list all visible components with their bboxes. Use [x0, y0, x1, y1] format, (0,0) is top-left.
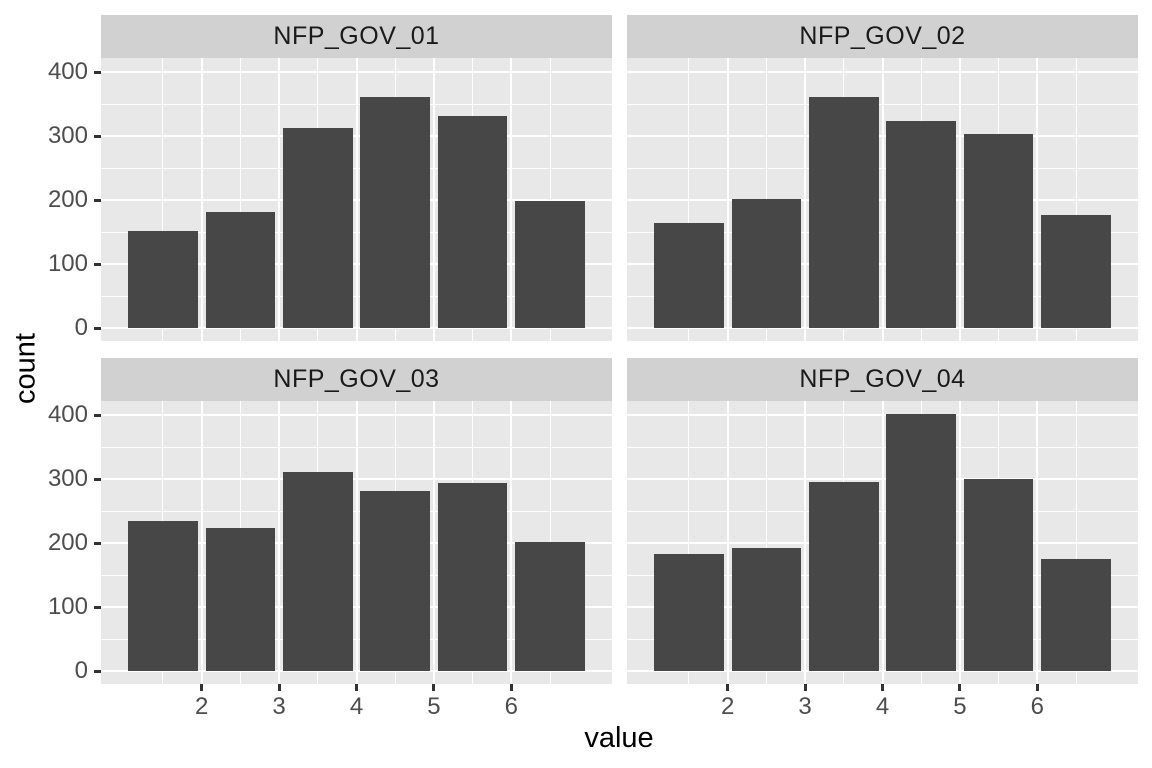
y-tick-label: 100 [47, 250, 88, 278]
y-tick-mark [94, 134, 101, 138]
x-tick-mark [726, 684, 730, 691]
y-tick-label: 400 [47, 58, 88, 86]
y-tick-label: 400 [47, 401, 88, 429]
major-gridline-vertical [200, 58, 203, 341]
facet-strip-label: NFP_GOV_04 [799, 365, 966, 393]
x-tick-mark [432, 684, 436, 691]
x-tick-label: 4 [349, 693, 364, 720]
major-gridline-vertical [278, 401, 281, 684]
major-gridline-vertical [355, 58, 358, 341]
histogram-bar [205, 528, 276, 672]
histogram-bar [515, 541, 585, 672]
facet-strip: NFP_GOV_03 [101, 358, 612, 401]
histogram-bar [515, 200, 585, 329]
histogram-bar [886, 413, 957, 672]
facet-panel [627, 401, 1138, 684]
histogram-bar [282, 472, 353, 672]
facet-strip: NFP_GOV_01 [101, 15, 612, 58]
x-tick-mark [355, 684, 358, 691]
y-tick-mark [94, 262, 101, 266]
major-gridline-vertical [804, 58, 807, 341]
histogram-bar [963, 134, 1034, 329]
x-tick-label: 4 [875, 693, 890, 720]
x-tick-label: 3 [272, 693, 286, 720]
x-tick-mark [200, 684, 204, 691]
y-tick-mark [94, 669, 101, 673]
major-gridline-vertical [804, 401, 807, 684]
histogram-bar [128, 231, 198, 329]
x-tick-label: 6 [1030, 693, 1045, 720]
x-tick-mark [277, 684, 281, 691]
major-gridline-vertical [726, 401, 729, 684]
x-axis-title: value [584, 722, 654, 754]
y-tick-mark [94, 198, 101, 202]
major-gridline-vertical [510, 58, 513, 341]
histogram-bar [654, 223, 724, 329]
major-gridline-vertical [355, 401, 358, 684]
x-tick-mark [1035, 684, 1039, 691]
facet-strip-label: NFP_GOV_01 [273, 22, 440, 50]
x-tick-label: 6 [504, 693, 519, 720]
facet-strip-label: NFP_GOV_03 [273, 365, 440, 393]
major-gridline-vertical [200, 401, 203, 684]
major-gridline-vertical [432, 401, 435, 684]
y-tick-mark [94, 605, 101, 609]
major-gridline-vertical [958, 58, 961, 341]
y-axis-title: count [9, 333, 42, 404]
facet-panel [627, 58, 1138, 341]
histogram-bar [128, 520, 198, 672]
y-tick-label: 100 [47, 593, 88, 621]
histogram-bar [360, 97, 431, 329]
x-tick-label: 5 [427, 693, 441, 720]
histogram-bar [437, 482, 508, 672]
histogram-bar [1041, 559, 1111, 672]
histogram-bar [808, 481, 879, 672]
y-tick-label: 200 [47, 186, 88, 214]
major-gridline-vertical [1036, 58, 1039, 341]
y-tick-mark [94, 541, 101, 545]
histogram-bar [205, 211, 276, 329]
y-tick-label: 300 [47, 465, 88, 493]
x-tick-label: 2 [194, 693, 209, 720]
major-gridline-vertical [1036, 401, 1039, 684]
major-gridline-vertical [881, 58, 884, 341]
y-tick-label: 0 [74, 314, 88, 342]
y-tick-label: 200 [47, 529, 88, 557]
histogram-bar [808, 97, 879, 329]
y-tick-mark [94, 413, 101, 417]
x-tick-label: 5 [953, 693, 967, 720]
y-tick-mark [94, 326, 101, 330]
histogram-bar [963, 479, 1034, 672]
facet-panel [101, 401, 612, 684]
histogram-bar [731, 547, 802, 672]
x-tick-mark [881, 684, 884, 691]
y-tick-label: 300 [47, 122, 88, 150]
histogram-bar [654, 554, 724, 672]
y-tick-label: 0 [74, 657, 88, 685]
x-tick-mark [958, 684, 962, 691]
major-gridline-vertical [432, 58, 435, 341]
x-tick-mark [509, 684, 513, 691]
facet-strip: NFP_GOV_02 [627, 15, 1138, 58]
histogram-bar [731, 198, 802, 329]
major-gridline-vertical [510, 401, 513, 684]
histogram-bar [437, 115, 508, 329]
x-tick-label: 2 [720, 693, 735, 720]
major-gridline-vertical [726, 58, 729, 341]
histogram-bar [360, 490, 431, 672]
y-tick-mark [94, 477, 101, 481]
major-gridline-vertical [958, 401, 961, 684]
facet-panel [101, 58, 612, 341]
y-tick-mark [94, 70, 101, 74]
major-gridline-vertical [278, 58, 281, 341]
major-gridline-vertical [881, 401, 884, 684]
histogram-bar [886, 121, 957, 329]
facet-strip: NFP_GOV_04 [627, 358, 1138, 401]
histogram-bar [282, 127, 353, 329]
histogram-bar [1041, 214, 1111, 329]
x-tick-label: 3 [798, 693, 812, 720]
facet-strip-label: NFP_GOV_02 [799, 22, 966, 50]
x-tick-mark [803, 684, 807, 691]
